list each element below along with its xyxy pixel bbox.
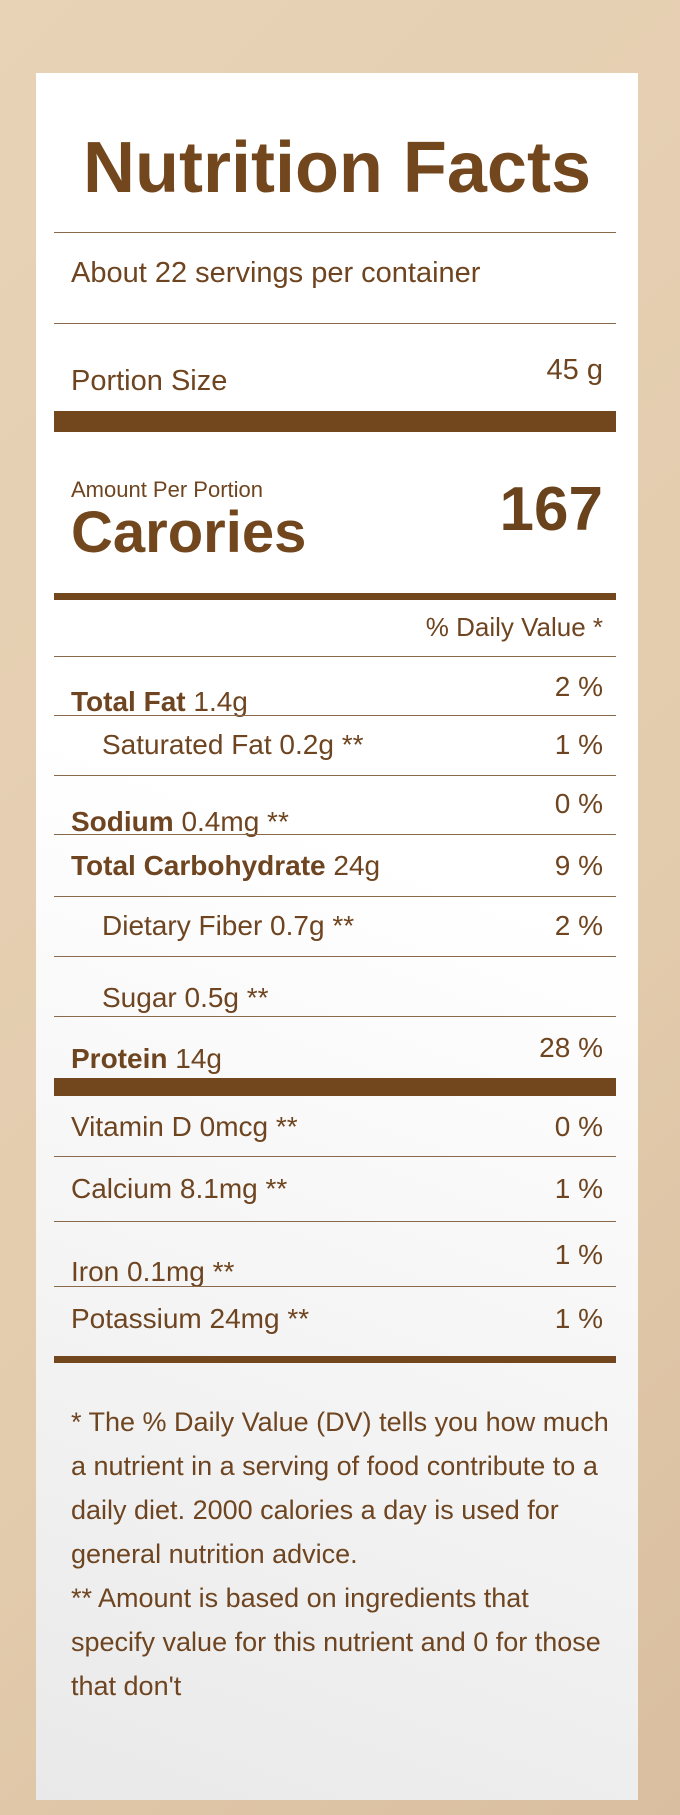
divider bbox=[54, 1016, 616, 1017]
daily-value-header: % Daily Value * bbox=[425, 612, 603, 642]
nutrient-saturated-fat-pct: 1 % bbox=[554, 729, 603, 760]
footnotes: * The % Daily Value (DV) tells you how m… bbox=[71, 1400, 611, 1708]
divider bbox=[54, 1156, 616, 1157]
divider bbox=[54, 896, 616, 897]
servings-per-container: About 22 servings per container bbox=[71, 257, 481, 289]
calories-label: Carories bbox=[71, 500, 307, 565]
divider bbox=[54, 323, 616, 324]
portion-size-value: 45 g bbox=[546, 354, 603, 386]
divider bbox=[54, 232, 616, 233]
footnote-ingredients: ** Amount is based on ingredients that s… bbox=[71, 1583, 601, 1701]
footnote-daily-value: * The % Daily Value (DV) tells you how m… bbox=[71, 1407, 609, 1569]
calories-value: 167 bbox=[499, 475, 603, 544]
nutrient-protein-pct: 28 % bbox=[539, 1032, 603, 1063]
divider bbox=[54, 956, 616, 957]
nutrient-sugar: Sugar 0.5g ** bbox=[102, 982, 269, 1013]
nutrient-potassium: Potassium 24mg ** bbox=[71, 1303, 310, 1334]
thick-divider bbox=[54, 1078, 616, 1096]
divider bbox=[54, 775, 616, 776]
nutrient-saturated-fat: Saturated Fat 0.2g ** bbox=[102, 729, 364, 760]
nutrient-protein: Protein 14g bbox=[71, 1043, 222, 1074]
nutrient-dietary-fiber-pct: 2 % bbox=[554, 910, 603, 941]
thick-divider bbox=[54, 1356, 616, 1363]
nutrition-label: Nutrition Facts About 22 servings per co… bbox=[36, 73, 638, 1800]
nutrient-sodium-pct: 0 % bbox=[554, 788, 603, 819]
portion-size-label: Portion Size bbox=[71, 365, 228, 397]
thick-divider bbox=[54, 411, 616, 432]
divider bbox=[54, 1286, 616, 1287]
label-title: Nutrition Facts bbox=[82, 128, 591, 208]
nutrient-calcium-pct: 1 % bbox=[554, 1173, 603, 1204]
nutrient-vitamin-d-pct: 0 % bbox=[554, 1111, 603, 1142]
nutrient-dietary-fiber: Dietary Fiber 0.7g ** bbox=[102, 910, 355, 941]
nutrient-iron: Iron 0.1mg ** bbox=[71, 1256, 235, 1287]
nutrient-calcium: Calcium 8.1mg ** bbox=[71, 1173, 288, 1204]
nutrient-potassium-pct: 1 % bbox=[554, 1303, 603, 1334]
nutrient-total-fat: Total Fat 1.4g bbox=[71, 686, 248, 717]
divider bbox=[54, 1221, 616, 1222]
thick-divider bbox=[54, 593, 616, 600]
nutrient-iron-pct: 1 % bbox=[554, 1239, 603, 1270]
divider bbox=[54, 656, 616, 657]
nutrient-vitamin-d: Vitamin D 0mcg ** bbox=[71, 1111, 298, 1142]
nutrient-total-carbohydrate-pct: 9 % bbox=[554, 850, 603, 881]
nutrient-total-carbohydrate: Total Carbohydrate 24g bbox=[71, 850, 381, 881]
nutrient-total-fat-pct: 2 % bbox=[554, 671, 603, 702]
divider bbox=[54, 834, 616, 835]
amount-per-portion-label: Amount Per Portion bbox=[71, 477, 263, 502]
nutrient-sodium: Sodium 0.4mg ** bbox=[71, 806, 289, 837]
divider bbox=[54, 715, 616, 716]
